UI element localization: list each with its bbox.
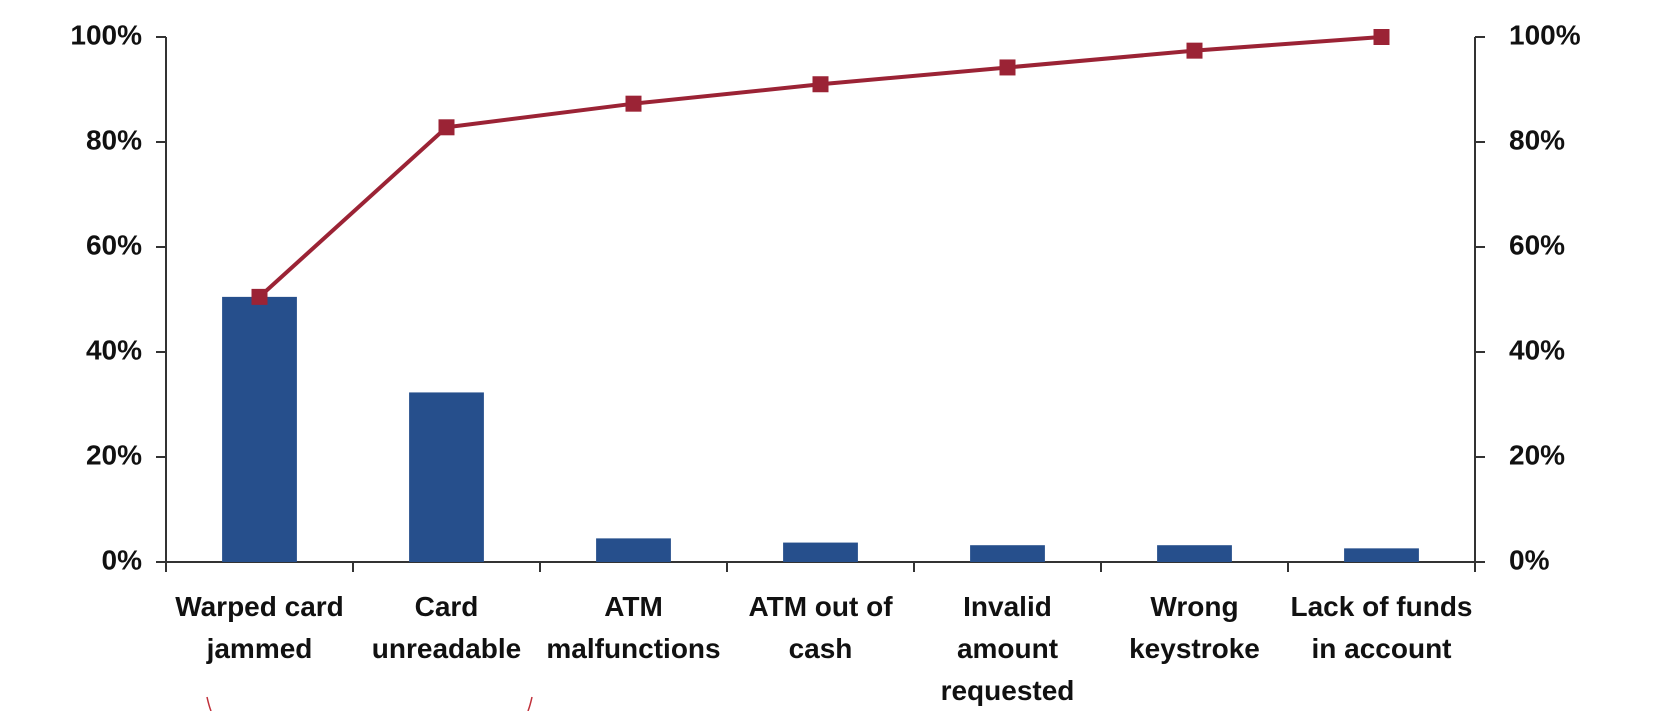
bar: [970, 545, 1045, 562]
bracket: [206, 696, 533, 711]
y-tick-label: 40%: [86, 334, 142, 365]
marker: [812, 76, 829, 93]
marker: [438, 119, 455, 136]
x-tick-label: Lack of funds in account: [1290, 591, 1473, 664]
y2-tick-label: 0%: [1509, 544, 1550, 575]
x-tick-label: Invalid amount requested: [940, 591, 1075, 706]
y-tick-label: 20%: [86, 439, 142, 470]
y2-tick-label: 100%: [1509, 19, 1581, 50]
y-tick-label: 80%: [86, 124, 142, 155]
x-tick-label: Warped card jammed: [175, 591, 344, 664]
marker: [1186, 42, 1203, 59]
y2-tick-label: 80%: [1509, 124, 1565, 155]
bar: [783, 542, 858, 562]
marker: [251, 288, 268, 305]
marker: [999, 59, 1016, 76]
y-tick-label: 60%: [86, 229, 142, 260]
bar: [596, 538, 671, 562]
y2-tick-label: 40%: [1509, 334, 1565, 365]
marker: [1373, 29, 1390, 45]
bar: [409, 392, 484, 562]
y2-tick-label: 20%: [1509, 439, 1565, 470]
y-tick-label: 100%: [70, 19, 142, 50]
line: [258, 35, 1382, 299]
x-tick-label: Wrong keystroke: [1129, 591, 1260, 664]
y2-tick-label: 60%: [1509, 229, 1565, 260]
x-tick-label: ATM out of cash: [748, 591, 893, 664]
bar: [1344, 548, 1419, 562]
bar: [1157, 545, 1232, 562]
x-tick-label: ATM malfunctions: [546, 591, 721, 664]
bar: [222, 296, 297, 562]
marker: [625, 95, 642, 112]
x-tick-label: Card unreadable: [371, 591, 522, 664]
y-tick-label: 0%: [102, 544, 143, 575]
